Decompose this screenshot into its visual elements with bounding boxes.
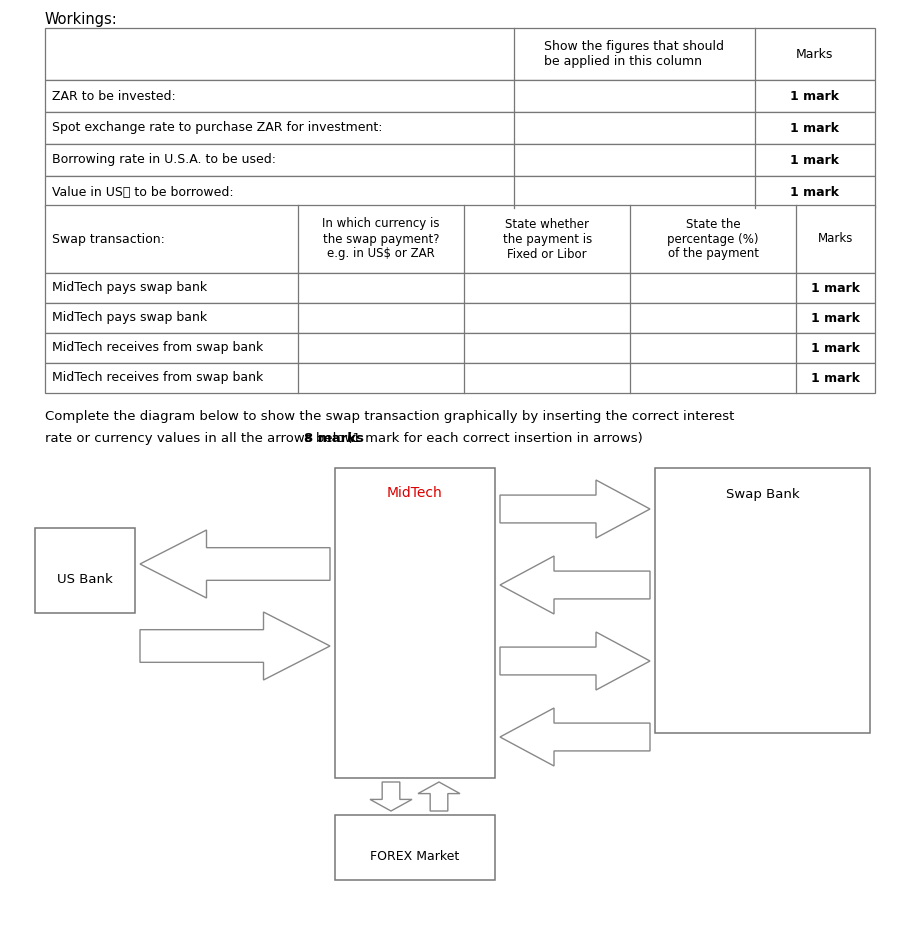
Text: Marks: Marks [796, 47, 834, 60]
Polygon shape [500, 480, 650, 538]
Polygon shape [140, 612, 330, 680]
Text: 1 mark: 1 mark [790, 154, 839, 167]
Bar [45, 112, 875, 144]
Bar [335, 468, 495, 778]
Bar [655, 468, 870, 733]
Text: US Bank: US Bank [57, 573, 112, 586]
Text: Spot exchange rate to purchase ZAR for investment:: Spot exchange rate to purchase ZAR for i… [52, 122, 383, 135]
Bar [45, 176, 875, 208]
Bar [335, 815, 495, 880]
Text: 1 mark: 1 mark [811, 342, 860, 354]
Text: Marks: Marks [818, 233, 853, 246]
Text: MidTech receives from swap bank: MidTech receives from swap bank [52, 342, 263, 354]
Polygon shape [500, 556, 650, 614]
Text: Show the figures that should
be applied in this column: Show the figures that should be applied … [544, 40, 725, 68]
Text: MidTech receives from swap bank: MidTech receives from swap bank [52, 371, 263, 384]
Bar [45, 28, 875, 80]
Text: 1 mark: 1 mark [790, 186, 839, 199]
Bar [35, 528, 135, 613]
Text: State whether
the payment is
Fixed or Libor: State whether the payment is Fixed or Li… [502, 218, 591, 261]
Text: 1 mark: 1 mark [811, 312, 860, 324]
Polygon shape [140, 530, 330, 598]
Bar [45, 205, 875, 273]
Text: FOREX Market: FOREX Market [370, 850, 460, 863]
Polygon shape [370, 782, 412, 811]
Polygon shape [418, 782, 460, 811]
Text: MidTech pays swap bank: MidTech pays swap bank [52, 282, 207, 295]
Text: (1 mark for each correct insertion in arrows): (1 mark for each correct insertion in ar… [343, 432, 643, 445]
Text: Swap transaction:: Swap transaction: [52, 233, 165, 246]
Bar [45, 303, 875, 333]
Polygon shape [500, 632, 650, 690]
Text: ZAR to be invested:: ZAR to be invested: [52, 89, 176, 103]
Text: Borrowing rate in U.S.A. to be used:: Borrowing rate in U.S.A. to be used: [52, 154, 276, 167]
Text: 1 mark: 1 mark [790, 122, 839, 135]
Polygon shape [500, 708, 650, 766]
Bar [45, 333, 875, 363]
Text: Complete the diagram below to show the swap transaction graphically by inserting: Complete the diagram below to show the s… [45, 410, 735, 423]
Text: 1 mark: 1 mark [811, 371, 860, 384]
Bar [45, 273, 875, 303]
Bar [45, 363, 875, 393]
Text: 1 mark: 1 mark [790, 89, 839, 103]
Text: Value in USⓈ to be borrowed:: Value in USⓈ to be borrowed: [52, 186, 234, 199]
Text: Swap Bank: Swap Bank [726, 488, 799, 501]
Text: MidTech pays swap bank: MidTech pays swap bank [52, 312, 207, 324]
Text: MidTech: MidTech [387, 486, 443, 500]
Text: 8 marks: 8 marks [304, 432, 364, 445]
Text: rate or currency values in all the arrows below:: rate or currency values in all the arrow… [45, 432, 363, 445]
Text: Workings:: Workings: [45, 12, 118, 27]
Text: State the
percentage (%)
of the payment: State the percentage (%) of the payment [668, 218, 759, 261]
Text: 1 mark: 1 mark [811, 282, 860, 295]
Bar [45, 144, 875, 176]
Bar [45, 80, 875, 112]
Text: In which currency is
the swap payment?
e.g. in US$ or ZAR: In which currency is the swap payment? e… [322, 218, 440, 261]
